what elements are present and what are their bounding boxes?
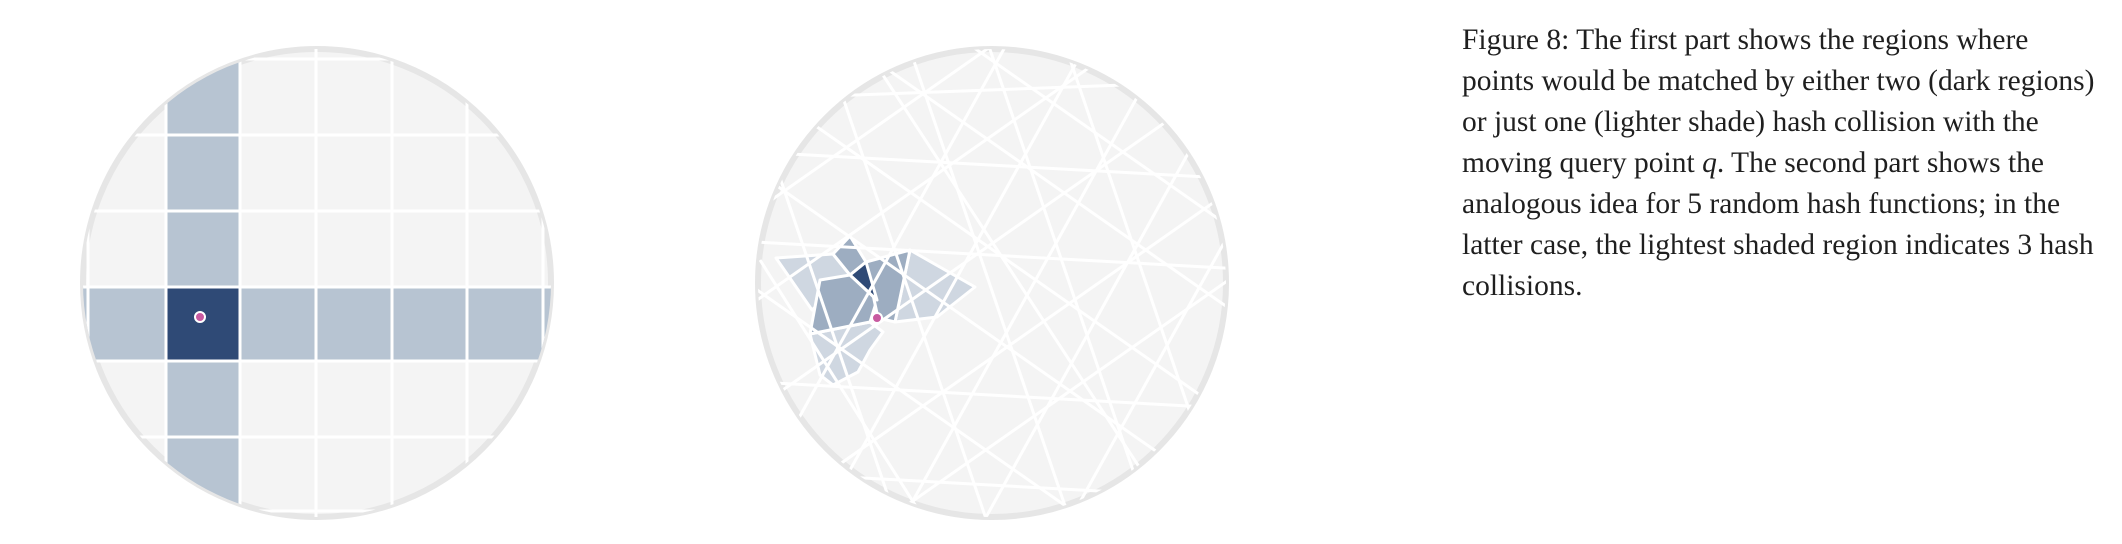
caption-text-2: . The second part shows the analogous id… [1462,147,2094,302]
random-line-hash-panel [755,46,1229,520]
query-point [871,312,883,324]
query-point [194,311,206,323]
grid-hash-panel [80,46,554,520]
one-collision-column [166,49,240,517]
caption-query-symbol: q [1702,147,1717,179]
figure-caption: Figure 8: The first part shows the regio… [1462,20,2102,307]
two-collision-cell [166,287,240,361]
caption-text-1: Figure 8: The first part shows the regio… [1462,24,2095,179]
figure-8-diagram [80,46,1229,520]
